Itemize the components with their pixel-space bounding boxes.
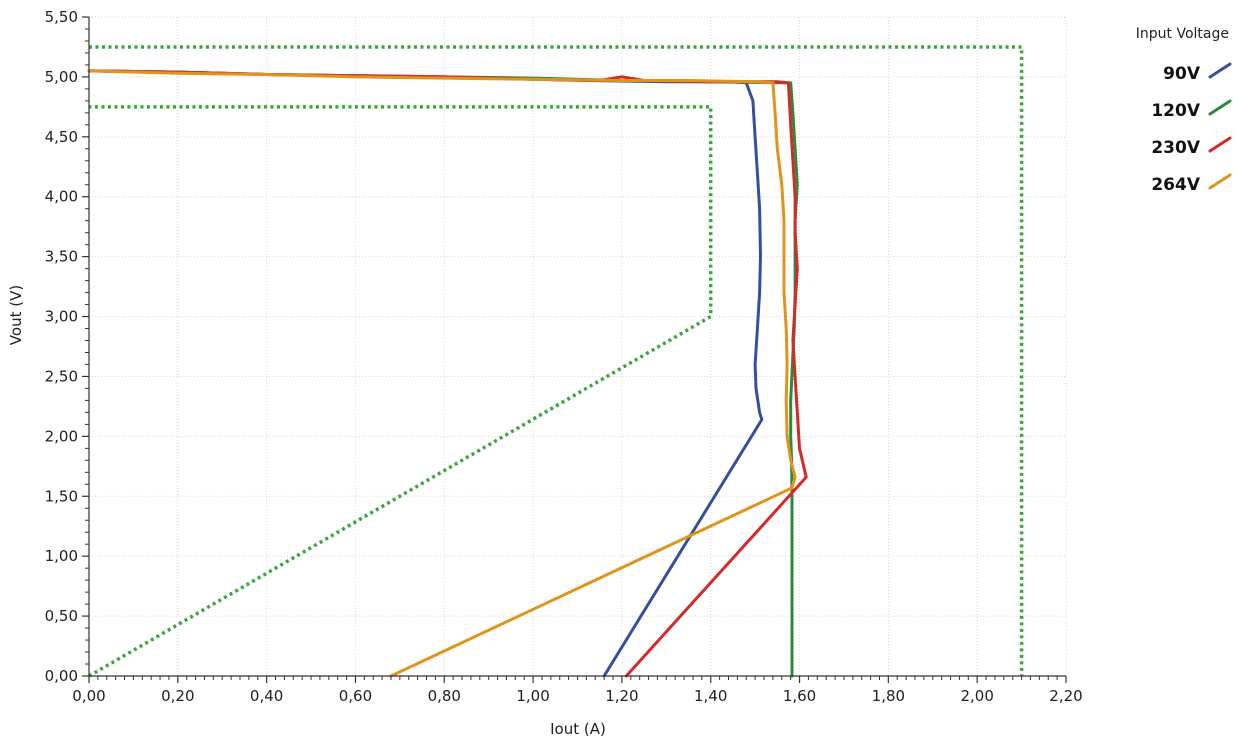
y-tick-label: 1,50 — [45, 487, 78, 505]
limit-envelope-2 — [89, 45, 1024, 676]
series-line-120V — [87, 69, 799, 678]
grid — [89, 16, 1067, 676]
legend-item-90V: 90V — [1163, 62, 1232, 84]
y-tick-label: 3,00 — [45, 308, 78, 326]
legend-items: 90V 120V 230V 264V — [1151, 62, 1232, 195]
x-tick-label: 1,80 — [872, 687, 905, 705]
legend-title: Input Voltage — [1136, 26, 1229, 42]
y-ticks: 0,00 0,50 1,00 1,50 2,00 2,50 3,00 3,50 4,00 4,50… — [45, 8, 89, 685]
y-tick-label: 1,00 — [45, 547, 78, 565]
legend-swatch — [1208, 62, 1232, 79]
y-tick-label: 4,50 — [45, 128, 78, 146]
series-line-230V — [87, 69, 808, 678]
legend-label: 230V — [1151, 138, 1200, 158]
series-lines — [87, 69, 808, 678]
y-tick-label: 5,50 — [45, 8, 78, 26]
legend-swatch — [1208, 99, 1232, 116]
x-tick-label: 1,60 — [783, 687, 816, 705]
x-tick-label: 2,20 — [1049, 687, 1082, 705]
y-tick-label: 0,00 — [45, 667, 78, 685]
legend-swatch — [1208, 136, 1232, 153]
x-tick-label: 0,40 — [250, 687, 283, 705]
legend-item-120V: 120V — [1151, 99, 1232, 121]
axes — [88, 17, 1066, 677]
legend-label: 90V — [1163, 64, 1201, 84]
y-tick-label: 4,00 — [45, 188, 78, 206]
x-tick-label: 1,20 — [605, 687, 638, 705]
x-axis-title: Iout (A) — [550, 720, 606, 738]
y-tick-label: 2,50 — [45, 367, 78, 385]
series-line-90V — [87, 69, 764, 678]
legend: Input Voltage 90V 120V 230V 264V — [1136, 26, 1232, 195]
series-line-264V — [87, 69, 797, 678]
y-tick-label: 0,50 — [45, 607, 78, 625]
limit-envelope-1 — [88, 105, 713, 678]
legend-label: 264V — [1151, 175, 1200, 195]
legend-label: 120V — [1151, 101, 1200, 121]
x-tick-label: 2,00 — [960, 687, 993, 705]
x-tick-label: 1,00 — [516, 687, 549, 705]
limit-envelopes — [88, 45, 1024, 678]
y-tick-label: 5,00 — [45, 68, 78, 86]
legend-item-264V: 264V — [1151, 173, 1232, 195]
x-ticks: 0,00 0,20 0,40 0,60 0,80 1,00 1,20 1,40 1,60 1,80… — [72, 676, 1083, 705]
y-tick-label: 3,50 — [45, 248, 78, 266]
x-tick-label: 0,60 — [339, 687, 372, 705]
y-tick-label: 2,00 — [45, 427, 78, 445]
x-tick-label: 0,80 — [428, 687, 461, 705]
x-tick-label: 0,20 — [161, 687, 194, 705]
x-tick-label: 1,40 — [694, 687, 727, 705]
y-axis-title: Vout (V) — [7, 285, 25, 345]
x-tick-label: 0,00 — [72, 687, 105, 705]
legend-item-230V: 230V — [1151, 136, 1232, 158]
legend-swatch — [1208, 173, 1232, 190]
